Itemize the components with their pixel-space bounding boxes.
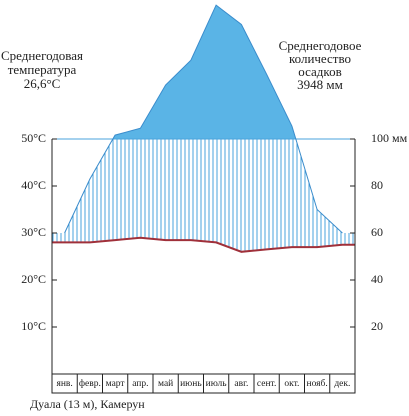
annotation-right: 3948 мм [297, 77, 343, 92]
x-tick-label: март [106, 379, 126, 389]
x-tick-label: июнь [180, 379, 202, 389]
annotation-left: температура [8, 62, 77, 77]
precipitation-line [64, 4, 343, 234]
y2-tick-label: 20 [371, 319, 383, 333]
annotation-left: Среднегодовая [1, 48, 83, 63]
y-tick-label: 40°C [21, 178, 46, 192]
x-tick-label: янв. [56, 379, 72, 389]
y-tick-label: 20°C [21, 272, 46, 286]
temperature-line [52, 236, 355, 253]
precipitation-excess-area [112, 5, 296, 139]
caption: Дуала (13 м), Камерун [30, 397, 145, 411]
x-tick-label: нояб. [307, 378, 328, 389]
y-tick-label: 30°C [21, 225, 46, 239]
x-tick-label: февр. [79, 378, 101, 389]
y2-tick-label: 100 мм [371, 131, 408, 145]
x-tick-label: окт. [284, 379, 299, 389]
annotation-right: осадков [298, 64, 341, 79]
x-tick-label: май [158, 378, 173, 389]
x-tick-label: сент. [257, 379, 276, 389]
y-tick-label: 50°C [21, 131, 46, 145]
annotation-right: количество [289, 51, 351, 66]
annotation-left: 26,6°C [24, 76, 61, 91]
humid-area [52, 139, 355, 252]
x-tick-label: дек. [334, 379, 350, 389]
x-tick-label: апр. [132, 379, 148, 389]
x-tick-label: авг. [234, 379, 248, 389]
x-tick-label: июль [206, 379, 228, 389]
y2-tick-label: 80 [371, 178, 383, 192]
y2-tick-label: 60 [371, 225, 383, 239]
y-tick-label: 10°C [21, 319, 46, 333]
annotation-right: Среднегодовое [279, 38, 362, 53]
y2-tick-label: 40 [371, 272, 383, 286]
